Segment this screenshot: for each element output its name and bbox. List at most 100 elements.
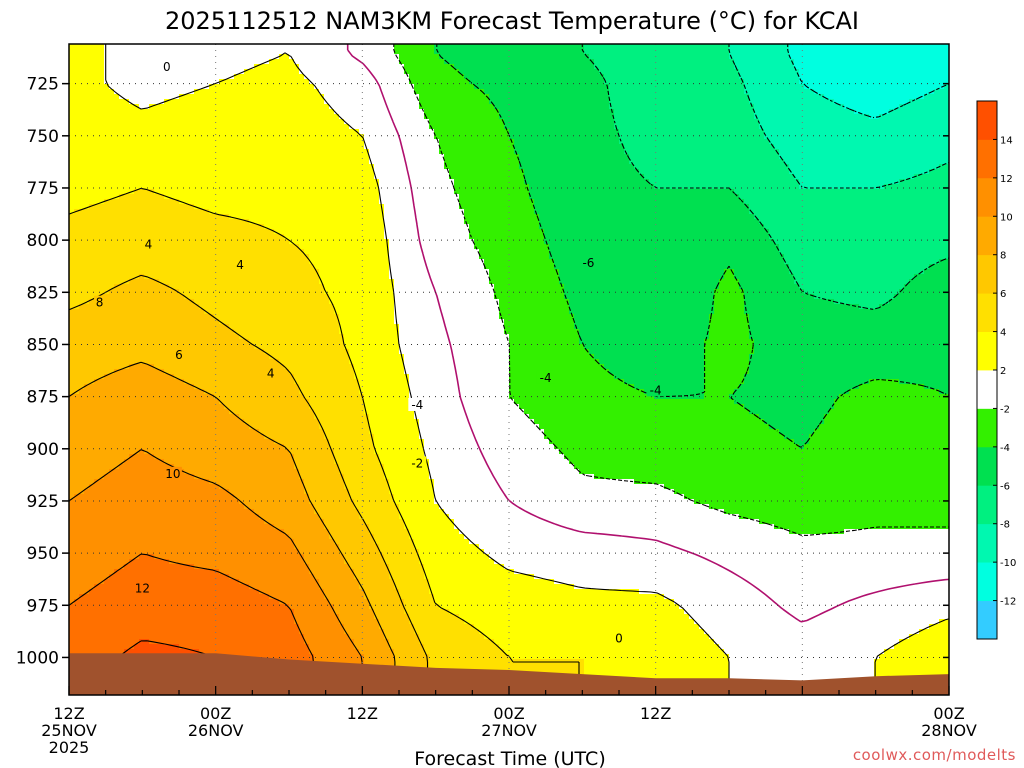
temperature-cell (194, 249, 200, 255)
temperature-cell (209, 399, 215, 405)
temperature-cell (84, 379, 90, 385)
temperature-cell (139, 254, 145, 260)
temperature-cell (194, 349, 200, 355)
temperature-cell (249, 634, 255, 640)
temperature-cell (139, 564, 145, 570)
temperature-cell (174, 279, 180, 285)
temperature-cell (119, 339, 125, 345)
temperature-cell (259, 124, 265, 130)
temperature-cell (129, 509, 135, 515)
temperature-cell (129, 414, 135, 420)
temperature-cell (189, 74, 195, 80)
temperature-cell (209, 249, 215, 255)
temperature-cell (224, 624, 230, 630)
temperature-cell (239, 244, 245, 250)
temperature-cell (194, 569, 200, 575)
temperature-cell (179, 399, 185, 405)
temperature-cell (79, 89, 85, 95)
temperature-cell (174, 94, 180, 100)
temperature-cell (204, 224, 210, 230)
temperature-cell (189, 374, 195, 380)
temperature-cell (119, 479, 125, 485)
temperature-cell (174, 344, 180, 350)
temperature-cell (104, 394, 110, 400)
temperature-cell (114, 94, 120, 100)
temperature-cell (89, 609, 95, 615)
temperature-cell (134, 294, 140, 300)
temperature-cell (244, 209, 250, 215)
temperature-cell (234, 329, 240, 335)
temperature-cell (159, 459, 165, 465)
temperature-cell (244, 184, 250, 190)
temperature-cell (239, 579, 245, 585)
temperature-cell (159, 154, 165, 160)
temperature-cell (154, 269, 160, 275)
temperature-cell (114, 279, 120, 285)
temperature-cell (119, 284, 125, 290)
temperature-cell (229, 424, 235, 430)
temperature-cell (164, 564, 170, 570)
temperature-cell (79, 584, 85, 590)
temperature-cell (184, 199, 190, 205)
temperature-cell (184, 319, 190, 325)
temperature-cell (134, 604, 140, 610)
temperature-cell (154, 104, 160, 110)
temperature-cell (219, 599, 225, 605)
temperature-cell (179, 599, 185, 605)
temperature-cell (184, 74, 190, 80)
temperature-cell (239, 139, 245, 145)
temperature-cell (224, 449, 230, 455)
temperature-cell (224, 349, 230, 355)
temperature-cell (234, 44, 240, 50)
temperature-cell (119, 329, 125, 335)
temperature-cell (184, 174, 190, 180)
temperature-cell (239, 294, 245, 300)
temperature-cell (214, 314, 220, 320)
temperature-cell (139, 109, 145, 115)
temperature-cell (149, 384, 155, 390)
temperature-cell (154, 264, 160, 270)
temperature-cell (254, 169, 260, 175)
temperature-cell (209, 384, 215, 390)
temperature-cell (254, 104, 260, 110)
temperature-cell (134, 434, 140, 440)
temperature-cell (149, 399, 155, 405)
temperature-cell (194, 559, 200, 565)
temperature-cell (239, 614, 245, 620)
temperature-cell (89, 629, 95, 635)
temperature-cell (194, 289, 200, 295)
temperature-cell (99, 609, 105, 615)
temperature-cell (139, 354, 145, 360)
temperature-cell (239, 629, 245, 635)
temperature-cell (119, 319, 125, 325)
temperature-cell (199, 379, 205, 385)
temperature-cell (234, 89, 240, 95)
temperature-cell (104, 264, 110, 270)
temperature-cell (244, 519, 250, 525)
temperature-cell (204, 559, 210, 565)
temperature-cell (89, 219, 95, 225)
temperature-cell (79, 199, 85, 205)
temperature-cell (164, 519, 170, 525)
temperature-cell (84, 164, 90, 170)
temperature-cell (244, 594, 250, 600)
temperature-cell (249, 389, 255, 395)
temperature-cell (199, 139, 205, 145)
temperature-cell (154, 424, 160, 430)
temperature-cell (229, 224, 235, 230)
temperature-cell (144, 374, 150, 380)
temperature-cell (159, 359, 165, 365)
temperature-cell (119, 564, 125, 570)
temperature-cell (234, 444, 240, 450)
temperature-cell (69, 424, 75, 430)
temperature-cell (209, 584, 215, 590)
temperature-cell (139, 389, 145, 395)
temperature-cell (89, 529, 95, 535)
temperature-cell (159, 639, 165, 645)
temperature-cell (214, 624, 220, 630)
temperature-cell (224, 104, 230, 110)
temperature-cell (149, 219, 155, 225)
temperature-cell (99, 399, 105, 405)
temperature-cell (249, 564, 255, 570)
temperature-cell (154, 159, 160, 165)
